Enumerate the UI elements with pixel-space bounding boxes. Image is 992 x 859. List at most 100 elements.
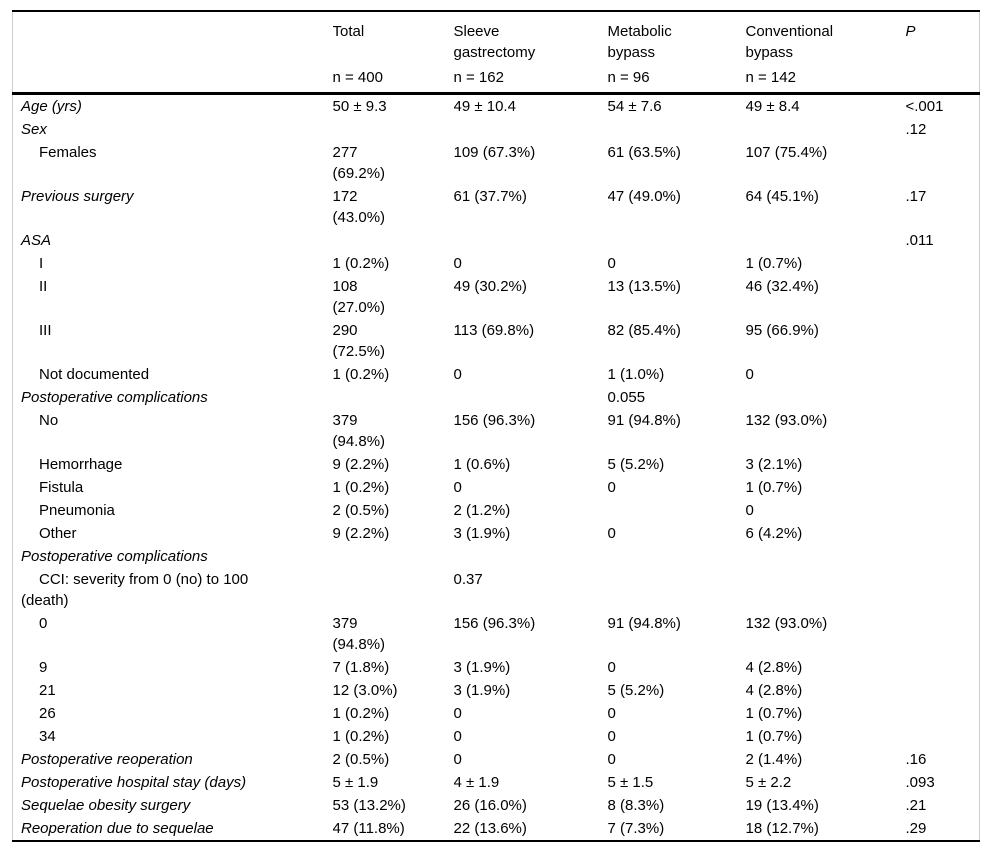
cell-metabolic bbox=[608, 545, 746, 568]
row-label: Sequelae obesity surgery bbox=[21, 797, 191, 814]
row-label: III bbox=[39, 322, 52, 339]
table-body: Age (yrs) 50 ± 9.3 49 ± 10.4 54 ± 7.6 49 ± 8… bbox=[13, 94, 980, 842]
table-row: Sex .12 bbox=[13, 118, 980, 141]
cell-total: 50 ± 9.3 bbox=[332, 98, 387, 115]
table-row: 21 12 (3.0%) 3 (1.9%) 5 (5.2%) 4 (2.8%) bbox=[13, 679, 980, 702]
row-label: 21 bbox=[39, 682, 56, 699]
table-row: Previous surgery 172 (43.0%) 61 (37.7%) 47 … bbox=[13, 185, 980, 229]
column-subheader-metabolic: n = 96 bbox=[607, 69, 650, 86]
row-label: Postoperative hospital stay (days) bbox=[21, 774, 247, 791]
column-header-p: P bbox=[905, 23, 916, 40]
cell-p: .093 bbox=[905, 774, 935, 791]
cell-p bbox=[906, 679, 980, 702]
cell-conventional: 0 bbox=[745, 366, 754, 383]
cell-conventional: 1 (0.7%) bbox=[745, 255, 803, 272]
cell-sleeve bbox=[454, 118, 608, 141]
cell-total: 1 (0.2%) bbox=[332, 728, 390, 745]
cell-total bbox=[333, 545, 454, 568]
row-label: 34 bbox=[39, 728, 56, 745]
cell-total: 53 (13.2%) bbox=[332, 797, 406, 814]
table-row: I 1 (0.2%) 0 0 1 (0.7%) bbox=[13, 252, 980, 275]
cell-p bbox=[906, 386, 980, 409]
cell-total: 1 (0.2%) bbox=[332, 255, 390, 272]
cell-conventional: 4 (2.8%) bbox=[745, 659, 803, 676]
table-row: 0 379 (94.8%) 156 (96.3%) 91 (94.8%) 132 (93… bbox=[13, 612, 980, 656]
table-row: No 379 (94.8%) 156 (96.3%) 91 (94.8%) 132 (9… bbox=[13, 409, 980, 453]
cell-total: 2 (0.5%) bbox=[332, 751, 390, 768]
cell-total bbox=[333, 118, 454, 141]
table-row: Reoperation due to sequelae 47 (11.8%) 22 … bbox=[13, 817, 980, 841]
cell-sleeve: 0.37 bbox=[453, 571, 483, 588]
column-header-total: Total bbox=[332, 23, 365, 40]
row-label: 26 bbox=[39, 705, 56, 722]
cell-conventional: 49 ± 8.4 bbox=[745, 98, 800, 115]
row-label: Pneumonia bbox=[39, 502, 115, 519]
cell-metabolic: 5 (5.2%) bbox=[607, 456, 665, 473]
cell-metabolic: 0 bbox=[607, 525, 616, 542]
cell-sleeve bbox=[454, 545, 608, 568]
cell-p bbox=[906, 319, 980, 363]
cell-conventional: 18 (12.7%) bbox=[745, 820, 819, 837]
cell-sleeve: 3 (1.9%) bbox=[453, 525, 511, 542]
cell-sleeve: 0 bbox=[453, 255, 462, 272]
cell-conventional: 2 (1.4%) bbox=[745, 751, 803, 768]
cell-total bbox=[333, 229, 454, 252]
cell-sleeve: 2 (1.2%) bbox=[453, 502, 511, 519]
cell-sleeve: 4 ± 1.9 bbox=[453, 774, 500, 791]
table-row: Postoperative complications 0.055 bbox=[13, 386, 980, 409]
cell-total: 9 (2.2%) bbox=[332, 456, 390, 473]
cell-conventional: 1 (0.7%) bbox=[745, 705, 803, 722]
cell-metabolic: 54 ± 7.6 bbox=[607, 98, 662, 115]
cell-p bbox=[906, 656, 980, 679]
table-row: Sequelae obesity surgery 53 (13.2%) 26 (16… bbox=[13, 794, 980, 817]
table-header: Total Sleeve gastrectomy Metabolic bypass C… bbox=[12, 11, 980, 94]
cell-sleeve: 3 (1.9%) bbox=[453, 682, 511, 699]
column-subheader-p bbox=[906, 63, 980, 94]
table-row: Postoperative reoperation 2 (0.5%) 0 0 2 (1.… bbox=[13, 748, 980, 771]
cell-sleeve: 1 (0.6%) bbox=[453, 456, 511, 473]
cell-p bbox=[906, 141, 980, 185]
table-row: ASA .011 bbox=[13, 229, 980, 252]
cell-conventional: 107 (75.4%) bbox=[745, 144, 828, 161]
cell-p bbox=[906, 499, 980, 522]
cell-conventional bbox=[746, 545, 906, 568]
cell-metabolic: 7 (7.3%) bbox=[607, 820, 665, 837]
column-header-conventional: Conventional bypass bbox=[745, 23, 834, 61]
cell-sleeve: 49 ± 10.4 bbox=[453, 98, 516, 115]
cell-metabolic: 47 (49.0%) bbox=[607, 188, 681, 205]
cell-total: 379 (94.8%) bbox=[332, 412, 386, 450]
cell-sleeve: 0 bbox=[453, 366, 462, 383]
cell-sleeve: 0 bbox=[453, 728, 462, 745]
header-row-names: Total Sleeve gastrectomy Metabolic bypass C… bbox=[13, 11, 980, 63]
table-row: Postoperative complications bbox=[13, 545, 980, 568]
cell-conventional: 46 (32.4%) bbox=[745, 278, 819, 295]
cell-sleeve: 61 (37.7%) bbox=[453, 188, 527, 205]
row-label: Postoperative reoperation bbox=[21, 751, 193, 768]
table-row: Other 9 (2.2%) 3 (1.9%) 0 6 (4.2%) bbox=[13, 522, 980, 545]
cell-metabolic: 5 ± 1.5 bbox=[607, 774, 654, 791]
cell-sleeve: 49 (30.2%) bbox=[453, 278, 527, 295]
cell-sleeve: 3 (1.9%) bbox=[453, 659, 511, 676]
cell-p bbox=[906, 363, 980, 386]
row-label: Sex bbox=[21, 121, 47, 138]
cell-metabolic bbox=[608, 118, 746, 141]
cell-p bbox=[906, 409, 980, 453]
table-row: Pneumonia 2 (0.5%) 2 (1.2%) 0 bbox=[13, 499, 980, 522]
cell-sleeve: 0 bbox=[453, 479, 462, 496]
cell-metabolic: 0 bbox=[607, 705, 616, 722]
row-label: 9 bbox=[39, 659, 48, 676]
table-row: III 290 (72.5%) 113 (69.8%) 82 (85.4%) 95 (6… bbox=[13, 319, 980, 363]
table-row: CCI: severity from 0 (no) to 100 (death)… bbox=[13, 568, 980, 612]
table-row: Postoperative hospital stay (days) 5 ± 1.… bbox=[13, 771, 980, 794]
row-label: 0 bbox=[39, 615, 48, 632]
cell-metabolic: 61 (63.5%) bbox=[607, 144, 681, 161]
cell-sleeve: 0 bbox=[453, 705, 462, 722]
table-row: Females 277 (69.2%) 109 (67.3%) 61 (63.5%) 1… bbox=[13, 141, 980, 185]
cell-sleeve: 156 (96.3%) bbox=[453, 412, 536, 429]
cell-sleeve: 22 (13.6%) bbox=[453, 820, 527, 837]
column-header-sleeve: Sleeve gastrectomy bbox=[453, 23, 536, 61]
cell-p bbox=[906, 612, 980, 656]
cell-p: .16 bbox=[905, 751, 927, 768]
row-label: Other bbox=[39, 525, 77, 542]
cell-metabolic bbox=[608, 568, 746, 612]
